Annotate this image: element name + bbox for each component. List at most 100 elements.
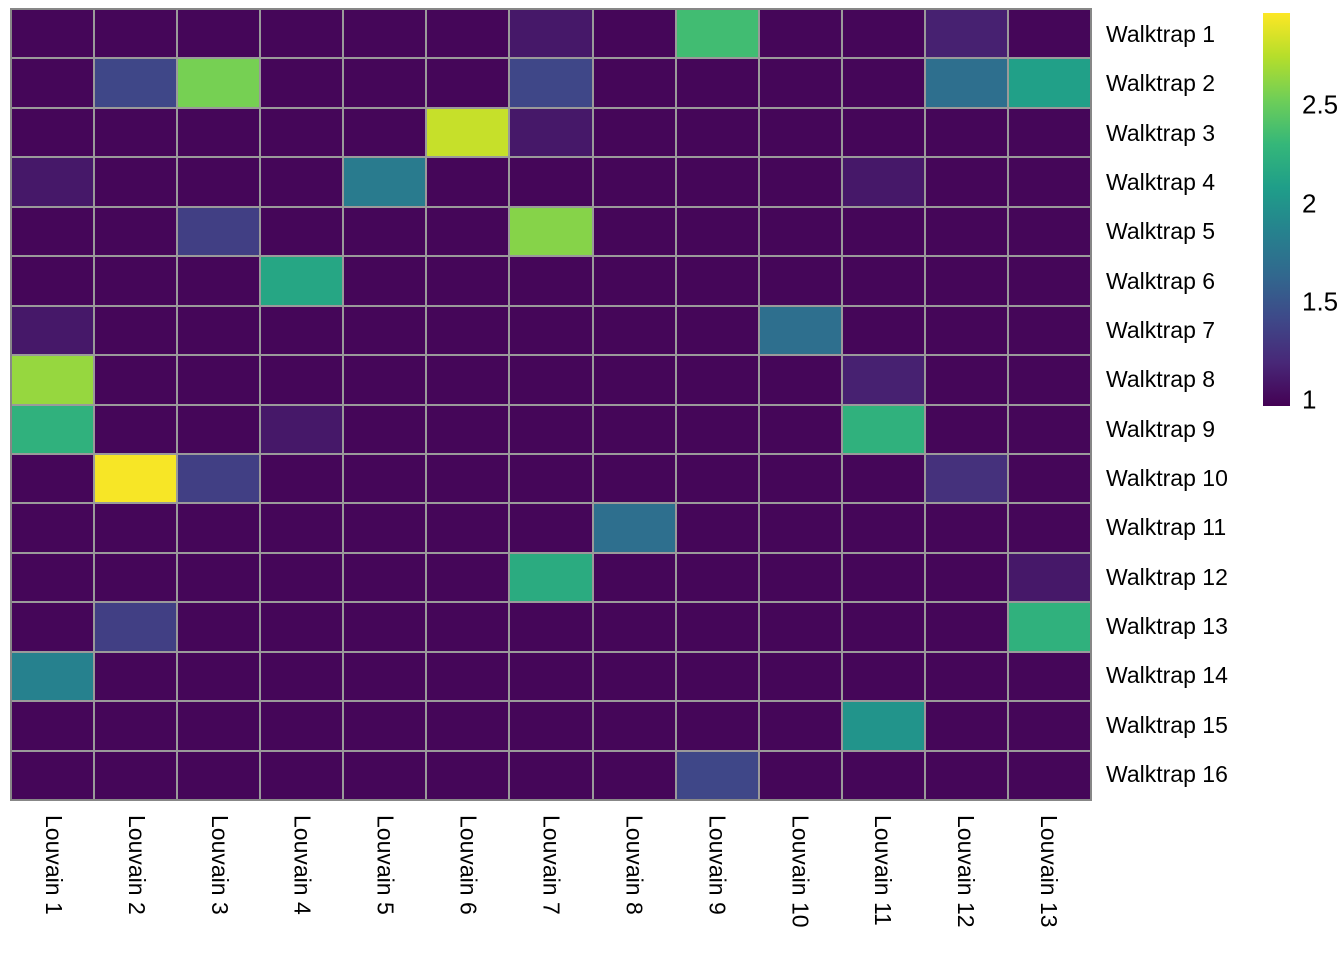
heatmap-cell bbox=[759, 10, 841, 58]
heatmap-cell bbox=[178, 306, 260, 355]
heatmap-cell bbox=[593, 59, 675, 107]
heatmap-cell bbox=[676, 454, 758, 503]
heatmap-cell bbox=[510, 553, 592, 602]
heatmap-cell bbox=[344, 257, 426, 305]
row-label: Walktrap 3 bbox=[1106, 119, 1216, 146]
heatmap-cell bbox=[427, 504, 509, 552]
heatmap-cell bbox=[925, 10, 1007, 58]
heatmap-cell bbox=[261, 751, 343, 799]
heatmap-cell bbox=[842, 553, 924, 602]
heatmap-cell bbox=[261, 10, 343, 58]
heatmap-cell bbox=[427, 405, 509, 453]
heatmap-cell bbox=[261, 59, 343, 107]
heatmap-cell bbox=[12, 306, 94, 355]
heatmap-cell bbox=[344, 306, 426, 355]
heatmap-cell bbox=[95, 504, 177, 552]
heatmap-cell bbox=[676, 603, 758, 651]
heatmap-cell bbox=[676, 652, 758, 701]
heatmap-cell bbox=[12, 553, 94, 602]
heatmap-cell bbox=[676, 10, 758, 58]
heatmap-cell bbox=[676, 306, 758, 355]
col-label: Louvain 6 bbox=[455, 815, 482, 915]
heatmap-cell bbox=[344, 751, 426, 799]
col-label: Louvain 12 bbox=[953, 815, 980, 928]
heatmap-cell bbox=[12, 158, 94, 206]
heatmap-cell bbox=[676, 751, 758, 799]
heatmap-cell bbox=[842, 751, 924, 799]
heatmap-cell bbox=[925, 603, 1007, 651]
row-label: Walktrap 10 bbox=[1106, 464, 1228, 491]
heatmap-cell bbox=[842, 10, 924, 58]
col-label: Louvain 3 bbox=[206, 815, 233, 915]
heatmap-cell bbox=[842, 405, 924, 453]
heatmap-cell bbox=[427, 207, 509, 256]
heatmap-cell bbox=[842, 207, 924, 256]
heatmap-cell bbox=[178, 158, 260, 206]
heatmap-cell bbox=[261, 306, 343, 355]
heatmap-cell bbox=[510, 306, 592, 355]
heatmap-cell bbox=[261, 405, 343, 453]
heatmap-cell bbox=[593, 702, 675, 750]
heatmap-cell bbox=[510, 603, 592, 651]
heatmap-cell bbox=[593, 257, 675, 305]
heatmap-cell bbox=[95, 751, 177, 799]
heatmap-cell bbox=[12, 108, 94, 157]
heatmap-cell bbox=[510, 10, 592, 58]
heatmap-cell bbox=[12, 207, 94, 256]
heatmap-cell bbox=[676, 158, 758, 206]
heatmap-cell bbox=[178, 207, 260, 256]
heatmap-cell bbox=[178, 356, 260, 404]
heatmap-cell bbox=[1008, 454, 1090, 503]
row-label: Walktrap 6 bbox=[1106, 267, 1216, 294]
heatmap-cell bbox=[510, 207, 592, 256]
row-label: Walktrap 11 bbox=[1106, 514, 1227, 541]
y-axis-labels: Walktrap 1 Walktrap 2 Walktrap 3 Walktrap 4… bbox=[1106, 10, 1306, 799]
colorbar-gradient bbox=[1263, 13, 1290, 406]
heatmap-cell bbox=[510, 108, 592, 157]
col-label: Louvain 1 bbox=[40, 815, 67, 915]
heatmap-cell bbox=[1008, 108, 1090, 157]
heatmap-cell bbox=[344, 553, 426, 602]
heatmap-cell bbox=[261, 158, 343, 206]
row-label: Walktrap 16 bbox=[1106, 760, 1228, 787]
heatmap-cell bbox=[344, 454, 426, 503]
heatmap-cell bbox=[178, 553, 260, 602]
heatmap-cell bbox=[178, 59, 260, 107]
heatmap-cell bbox=[427, 652, 509, 701]
colorbar-tick-label: 1.5 bbox=[1302, 286, 1339, 317]
heatmap-cell bbox=[759, 356, 841, 404]
heatmap-cell bbox=[676, 553, 758, 602]
heatmap-cell bbox=[759, 207, 841, 256]
heatmap-cell bbox=[12, 603, 94, 651]
heatmap-cell bbox=[842, 257, 924, 305]
heatmap-grid bbox=[10, 8, 1092, 801]
heatmap-cell bbox=[12, 454, 94, 503]
heatmap-cell bbox=[593, 454, 675, 503]
heatmap-cell bbox=[12, 652, 94, 701]
heatmap-cell bbox=[842, 108, 924, 157]
colorbar-tick-label: 1 bbox=[1302, 384, 1317, 415]
heatmap-cell bbox=[593, 10, 675, 58]
heatmap-cell bbox=[593, 553, 675, 602]
heatmap-cell bbox=[95, 158, 177, 206]
heatmap-cell bbox=[759, 702, 841, 750]
heatmap-cell bbox=[1008, 652, 1090, 701]
heatmap-cell bbox=[1008, 603, 1090, 651]
col-label: Louvain 8 bbox=[621, 815, 648, 915]
heatmap-cell bbox=[427, 108, 509, 157]
col-label: Louvain 5 bbox=[372, 815, 399, 915]
heatmap-cell bbox=[178, 454, 260, 503]
heatmap-cell bbox=[510, 504, 592, 552]
heatmap-cell bbox=[178, 652, 260, 701]
heatmap-cell bbox=[1008, 553, 1090, 602]
heatmap-cell bbox=[510, 702, 592, 750]
heatmap-cell bbox=[95, 108, 177, 157]
heatmap-cell bbox=[95, 603, 177, 651]
heatmap-cell bbox=[925, 553, 1007, 602]
heatmap-cell bbox=[925, 504, 1007, 552]
row-label: Walktrap 2 bbox=[1106, 70, 1216, 97]
heatmap-cell bbox=[510, 405, 592, 453]
heatmap-cell bbox=[261, 257, 343, 305]
heatmap-cell bbox=[925, 405, 1007, 453]
heatmap-cell bbox=[95, 405, 177, 453]
